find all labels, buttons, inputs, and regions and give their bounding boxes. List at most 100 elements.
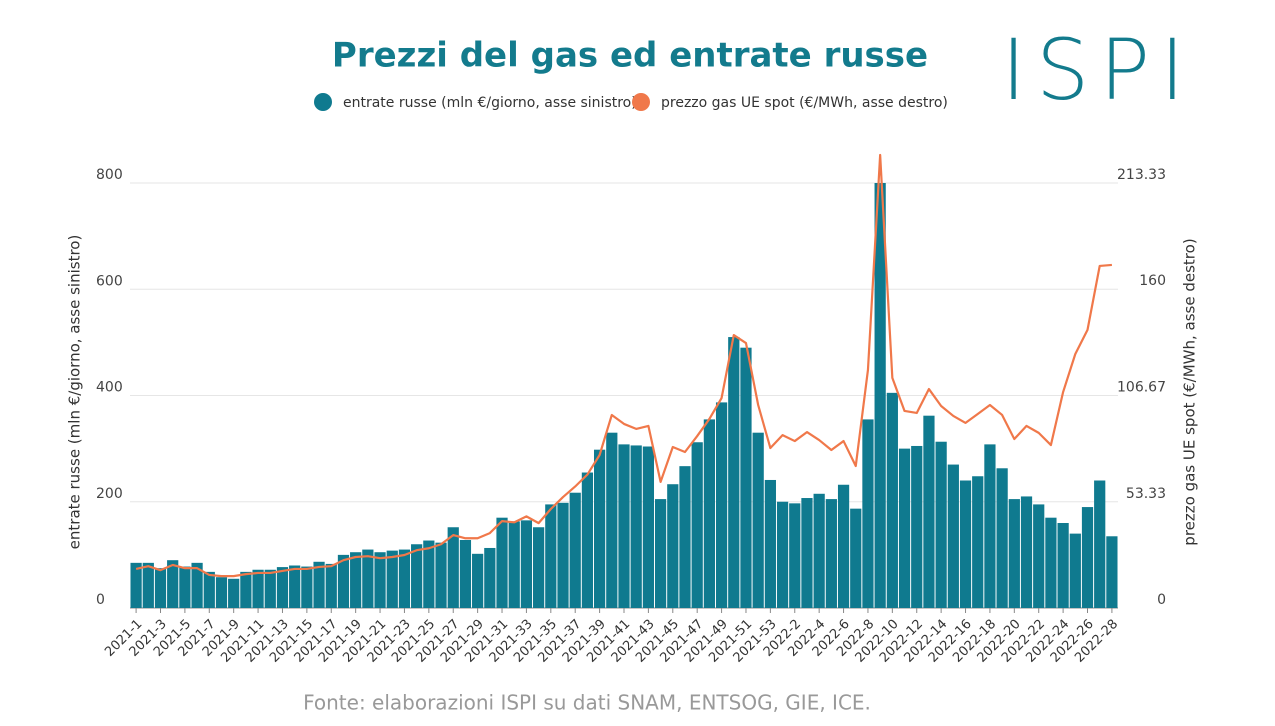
bar <box>642 446 655 608</box>
bar <box>533 527 545 608</box>
y2-tick-label: 0 <box>1157 592 1166 608</box>
bar <box>679 466 691 608</box>
bar <box>496 517 508 608</box>
bar <box>630 445 642 608</box>
bar <box>691 442 703 608</box>
y2-axis-label: prezzo gas UE spot (€/MWh, asse destro) <box>1181 238 1199 545</box>
logo: ISPI <box>1001 21 1195 119</box>
bar <box>374 552 386 608</box>
bar <box>472 553 484 608</box>
bar <box>996 468 1008 608</box>
bar <box>1094 480 1106 608</box>
bar <box>1045 517 1057 608</box>
bar <box>191 562 203 608</box>
bar <box>947 464 959 608</box>
bar <box>935 441 947 608</box>
bar <box>240 571 252 608</box>
bar <box>398 549 411 608</box>
bar <box>959 480 972 608</box>
bar <box>581 472 594 608</box>
bar <box>874 183 886 608</box>
y-tick-label: 400 <box>96 380 123 396</box>
bar <box>606 432 618 608</box>
bar <box>911 445 923 608</box>
y-tick-label: 0 <box>96 592 105 608</box>
bar <box>715 402 728 608</box>
bar <box>667 484 679 608</box>
bar <box>886 392 898 608</box>
bar <box>423 540 435 608</box>
bar <box>435 542 447 608</box>
bar <box>411 544 423 608</box>
bar <box>545 504 557 608</box>
bar <box>850 508 862 608</box>
legend-marker <box>314 93 332 111</box>
bar <box>447 527 459 608</box>
y2-tick-label: 53.33 <box>1126 486 1166 502</box>
bar <box>593 449 606 608</box>
bar <box>142 562 154 608</box>
legend-marker <box>632 93 650 111</box>
bar <box>313 561 325 608</box>
bar <box>813 493 825 608</box>
bar <box>825 499 837 608</box>
bar <box>154 568 167 608</box>
legend-label: entrate russe (mln €/giorno, asse sinist… <box>343 95 637 111</box>
y2-tick-label: 213.33 <box>1117 167 1166 183</box>
bar <box>569 492 581 608</box>
y-tick-label: 600 <box>96 273 123 289</box>
bar <box>654 499 667 608</box>
bar <box>325 563 337 608</box>
bar <box>862 419 874 608</box>
bar <box>923 415 935 608</box>
bar <box>740 347 752 608</box>
y-axis-label: entrate russe (mln €/giorno, asse sinist… <box>66 235 84 550</box>
bar <box>215 577 228 608</box>
bar <box>557 502 569 608</box>
bar <box>703 419 715 608</box>
bar <box>301 566 313 608</box>
source: Fonte: elaborazioni ISPI su dati SNAM, E… <box>303 691 871 715</box>
y-tick-label: 800 <box>96 167 123 183</box>
legend-label: prezzo gas UE spot (€/MWh, asse destro) <box>661 95 948 111</box>
bar <box>228 578 240 608</box>
chart-title: Prezzi del gas ed entrate russe <box>332 36 928 76</box>
bar <box>1069 533 1081 608</box>
bar <box>1020 496 1033 608</box>
bar <box>264 569 276 608</box>
bar <box>276 567 289 608</box>
bar <box>898 448 911 608</box>
y2-tick-label: 106.67 <box>1117 379 1166 395</box>
bar <box>386 550 398 608</box>
bar <box>484 547 496 608</box>
bar <box>167 560 179 608</box>
bar <box>1057 523 1069 608</box>
line <box>135 153 1112 578</box>
bar <box>508 521 520 608</box>
bar <box>337 554 350 608</box>
bar <box>289 565 301 608</box>
bar <box>1081 507 1094 608</box>
bar <box>1008 499 1020 608</box>
y2-tick-label: 160 <box>1139 273 1166 289</box>
bar <box>520 520 533 608</box>
bar <box>1106 536 1118 608</box>
bar <box>972 476 984 608</box>
bar <box>776 501 789 608</box>
bar <box>459 540 472 608</box>
bar <box>252 569 264 608</box>
bar <box>728 337 740 608</box>
bar <box>764 479 776 608</box>
bar <box>350 552 362 608</box>
bar <box>618 444 630 608</box>
y-tick-label: 200 <box>96 486 123 502</box>
bar <box>837 484 850 608</box>
bar <box>984 444 996 608</box>
bar <box>801 498 813 608</box>
bar <box>752 432 764 608</box>
bar <box>789 503 801 608</box>
bar <box>1033 504 1045 608</box>
bar <box>203 571 215 608</box>
bar <box>130 562 142 608</box>
